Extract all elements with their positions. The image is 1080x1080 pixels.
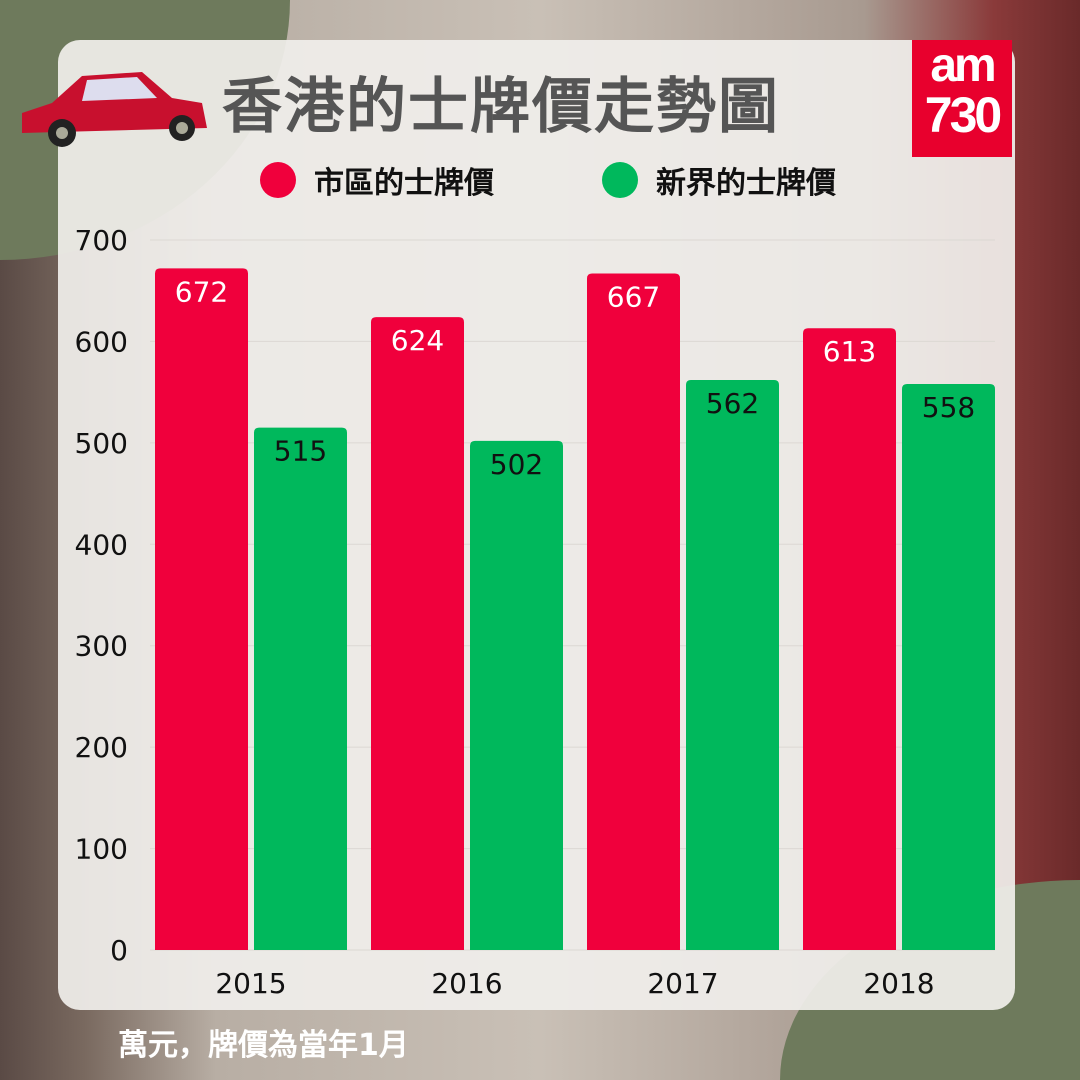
data-label: 624 (391, 324, 444, 357)
data-label: 562 (706, 387, 759, 420)
bar (803, 328, 896, 950)
am730-logo: am 730 (912, 40, 1012, 157)
bar (470, 440, 563, 950)
data-label: 502 (490, 448, 543, 481)
y-tick-label: 400 (75, 528, 128, 561)
bar (902, 384, 995, 950)
bar (254, 427, 347, 951)
bar (686, 379, 779, 950)
bar (587, 273, 680, 950)
logo-text: am (930, 39, 996, 92)
bar (155, 268, 248, 950)
y-tick-label: 600 (75, 325, 128, 358)
taxi-icon (22, 72, 207, 147)
legend-label: 新界的士牌價 (656, 166, 836, 201)
y-tick-label: 0 (110, 934, 128, 967)
data-label: 672 (175, 275, 228, 308)
legend-item-urban: 市區的士牌價 (260, 158, 494, 202)
x-tick-label: 2016 (431, 967, 502, 1000)
legend-label: 市區的士牌價 (314, 166, 494, 201)
y-tick-label: 200 (75, 731, 128, 764)
data-label: 515 (274, 435, 327, 468)
legend-green-dot-icon (602, 162, 638, 198)
y-tick-label: 300 (75, 630, 128, 663)
data-label: 667 (607, 280, 660, 313)
bar (371, 317, 464, 951)
footnote: 萬元，牌價為當年1月 (118, 1028, 409, 1063)
x-tick-label: 2015 (215, 967, 286, 1000)
data-label: 613 (823, 335, 876, 368)
chart-title: 香港的士牌價走勢圖 (222, 72, 780, 142)
legend-item-nt: 新界的士牌價 (602, 158, 836, 202)
y-tick-label: 500 (75, 427, 128, 460)
y-tick-label: 100 (75, 833, 128, 866)
x-tick-label: 2017 (647, 967, 718, 1000)
logo-text: 730 (924, 87, 1002, 143)
y-tick-label: 700 (75, 224, 128, 257)
data-label: 558 (922, 391, 975, 424)
x-tick-label: 2018 (863, 967, 934, 1000)
legend-red-dot-icon (260, 162, 296, 198)
